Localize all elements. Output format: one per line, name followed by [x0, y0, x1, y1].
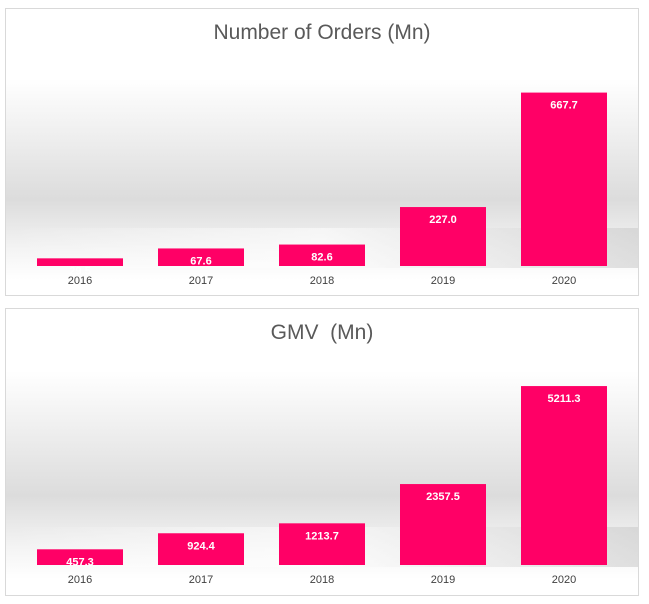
- gmv-chart-plot: 457.3 2016 924.4 2017 1213.7 2018 2357.5 2019 52…: [6, 371, 638, 586]
- orders-bar-2016: [37, 258, 123, 266]
- orders-tick-label-2019: 2019: [431, 275, 455, 287]
- orders-bar-2017: [158, 248, 244, 266]
- gmv-value-label-2019: 2357.5: [426, 491, 460, 503]
- gmv-tick-label-2017: 2017: [189, 574, 213, 586]
- gmv-bar-2016: [37, 549, 123, 565]
- orders-value-label-2020: 667.7: [550, 100, 578, 112]
- orders-bar-2018: [279, 244, 365, 266]
- orders-value-label-2019: 227.0: [429, 214, 457, 226]
- orders-tick-label-2016: 2016: [68, 275, 92, 287]
- orders-value-label-2017: 67.6: [190, 255, 211, 267]
- gmv-tick-label-2019: 2019: [431, 574, 455, 586]
- gmv-bar-2017: [158, 533, 244, 565]
- orders-tick-label-2020: 2020: [552, 275, 576, 287]
- orders-value-label-2018: 82.6: [311, 252, 332, 264]
- gmv-bar-2020: [521, 386, 607, 565]
- orders-value-label-2016: 29.5: [69, 265, 90, 277]
- gmv-value-label-2017: 924.4: [187, 540, 215, 552]
- gmv-tick-label-2018: 2018: [310, 574, 334, 586]
- orders-tick-label-2018: 2018: [310, 275, 334, 287]
- orders-bar-2020: [521, 92, 607, 267]
- gmv-chart-panel: 457.3 2016 924.4 2017 1213.7 2018 2357.5 2019 52…: [5, 308, 639, 596]
- orders-bar-2019: [400, 207, 486, 266]
- gmv-value-label-2020: 5211.3: [547, 393, 580, 405]
- gmv-chart-title: GMV (Mn): [270, 321, 374, 344]
- gmv-tick-label-2016: 2016: [68, 574, 92, 586]
- gmv-value-label-2016: 457.3: [66, 556, 94, 568]
- gmv-value-label-2018: 1213.7: [305, 530, 339, 542]
- orders-chart-panel: 29.5 2016 67.6 2017 82.6 2018 227.0 2019 667.7 20…: [5, 8, 639, 296]
- gmv-bar-2018: [279, 523, 365, 565]
- orders-chart-title: Number of Orders (Mn): [213, 21, 431, 44]
- gmv-tick-label-2020: 2020: [552, 574, 576, 586]
- gmv-bar-2019: [400, 484, 486, 565]
- orders-tick-label-2017: 2017: [189, 275, 213, 287]
